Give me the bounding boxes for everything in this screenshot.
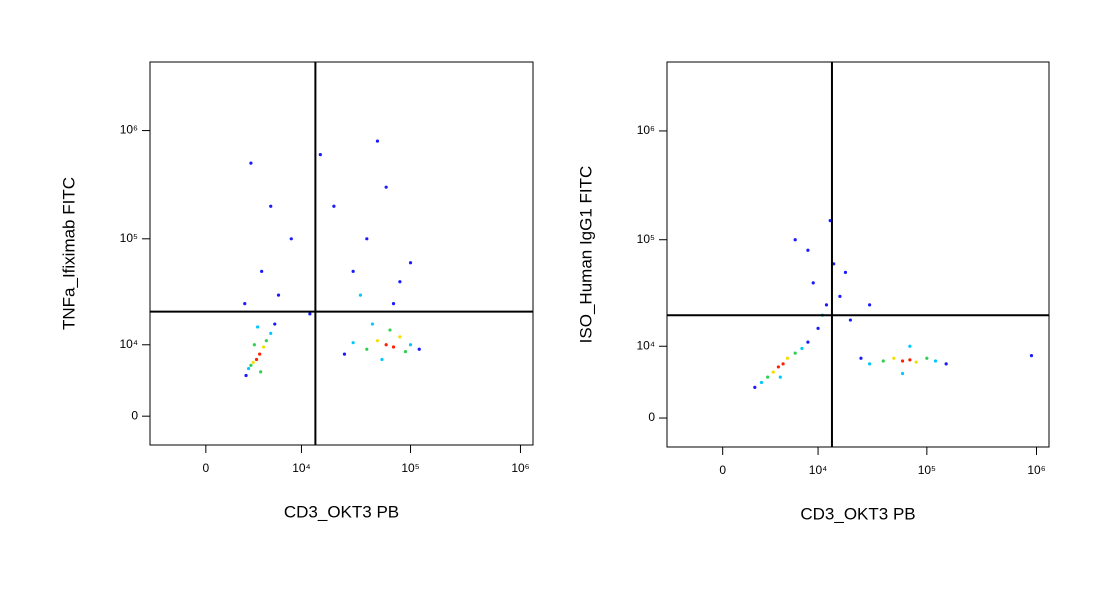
- y-tick-label: 10⁵: [120, 231, 138, 245]
- event-dot: [806, 248, 810, 252]
- event-dot: [892, 356, 896, 360]
- event-dot: [881, 359, 885, 363]
- event-dot: [384, 185, 388, 189]
- event-dot: [273, 322, 277, 326]
- event-dot: [398, 280, 402, 284]
- event-dot: [778, 375, 782, 379]
- event-dot: [308, 312, 312, 316]
- event-dot: [771, 370, 775, 374]
- event-dot: [351, 341, 355, 345]
- event-dot: [824, 303, 829, 307]
- event-dot: [914, 360, 918, 364]
- y-tick-label: 10⁴: [119, 337, 138, 351]
- x-tick-label: 10⁶: [511, 461, 529, 475]
- event-dot: [843, 270, 848, 275]
- event-dot: [753, 385, 757, 389]
- y-tick-label: 0: [131, 408, 138, 422]
- event-dot: [269, 204, 273, 208]
- event-dot: [781, 362, 785, 366]
- event-dot: [365, 237, 369, 241]
- event-dot: [342, 352, 347, 356]
- event-dot: [759, 380, 764, 385]
- x-axis-label: CD3_OKT3 PB: [800, 504, 915, 523]
- event-dot: [243, 302, 247, 306]
- event-dot: [933, 359, 938, 363]
- event-dot: [244, 373, 248, 378]
- event-dot: [408, 343, 413, 347]
- event-dot: [365, 347, 369, 351]
- event-dot: [785, 356, 790, 360]
- event-dot: [398, 335, 402, 339]
- event-dot: [262, 345, 266, 349]
- event-dot: [806, 340, 810, 344]
- event-dot: [816, 326, 820, 330]
- event-dot: [391, 302, 396, 306]
- event-dot: [403, 350, 408, 354]
- event-dot: [388, 328, 392, 332]
- event-dot: [358, 293, 363, 297]
- x-tick-label: 10⁵: [401, 461, 419, 475]
- event-dot: [776, 365, 780, 369]
- event-dot: [249, 363, 253, 367]
- event-dot: [1029, 354, 1034, 358]
- event-dot: [370, 322, 375, 326]
- event-dot: [318, 152, 322, 157]
- event-dot: [375, 339, 380, 343]
- event-dot: [375, 139, 380, 143]
- event-dot: [269, 331, 273, 335]
- event-dot: [838, 294, 842, 298]
- plot-frame: [149, 61, 534, 446]
- event-dot: [848, 318, 853, 322]
- event-dot: [408, 261, 413, 265]
- x-tick-label: 10⁵: [918, 463, 936, 477]
- event-dot: [908, 358, 912, 362]
- x-axis-label: CD3_OKT3 PB: [284, 502, 399, 521]
- y-axis-label: ISO_Human IgG1 FITC: [576, 166, 595, 344]
- event-dot: [258, 352, 262, 356]
- event-dot: [900, 359, 905, 363]
- event-dot: [260, 269, 264, 273]
- x-tick-label: 10⁴: [809, 463, 828, 477]
- event-dot: [249, 161, 253, 165]
- event-dot: [384, 343, 388, 347]
- plot-frame: [666, 61, 1050, 448]
- event-dot: [252, 343, 256, 347]
- event-dot: [289, 237, 293, 241]
- event-dot: [251, 360, 255, 364]
- event-dot: [800, 346, 804, 351]
- y-tick-label: 10⁴: [636, 338, 655, 352]
- x-tick-label: 10⁴: [292, 461, 311, 475]
- y-tick-label: 0: [648, 410, 655, 424]
- event-dot: [254, 357, 259, 362]
- event-dot: [908, 344, 912, 348]
- event-dot: [264, 339, 268, 343]
- event-dot: [380, 357, 384, 362]
- x-tick-label: 10⁶: [1027, 463, 1045, 477]
- event-dot: [351, 269, 355, 273]
- event-dot: [276, 293, 281, 297]
- event-dot: [259, 370, 263, 374]
- event-dot: [811, 281, 815, 285]
- event-dot: [332, 204, 336, 208]
- event-dot: [925, 356, 929, 360]
- event-dot: [868, 303, 872, 307]
- y-tick-label: 10⁶: [637, 123, 655, 137]
- event-dot: [900, 371, 905, 376]
- y-tick-label: 10⁶: [120, 123, 138, 137]
- event-dot: [793, 238, 797, 242]
- event-dot: [793, 351, 797, 355]
- event-dot: [766, 375, 770, 379]
- event-dot: [255, 325, 260, 329]
- event-dot: [417, 347, 421, 351]
- event-dot: [868, 362, 872, 366]
- event-dot: [246, 366, 251, 371]
- x-tick-label: 0: [202, 461, 209, 475]
- y-tick-label: 10⁵: [637, 232, 655, 246]
- event-dot: [391, 345, 396, 349]
- event-dot: [944, 362, 948, 366]
- event-dot: [859, 356, 863, 360]
- y-axis-label: TNFa_Ifiximab FITC: [59, 177, 78, 330]
- x-tick-label: 0: [719, 463, 726, 477]
